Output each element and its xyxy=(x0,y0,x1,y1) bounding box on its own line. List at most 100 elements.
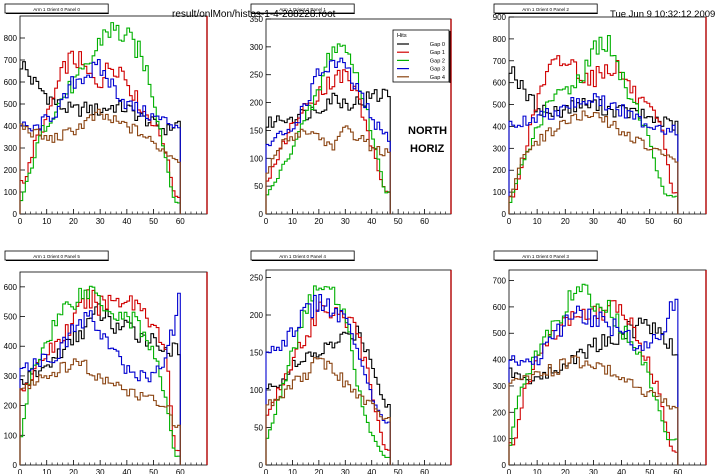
x-tick-label: 60 xyxy=(673,217,682,226)
histogram-panel-4: Arm 1 Orient 0 Panel 4 0 10 20 30 40 50 60 0 50 10… xyxy=(250,250,452,474)
y-tick-label: 200 xyxy=(493,166,507,175)
x-tick-label: 0 xyxy=(264,217,269,226)
x-tick-label: 20 xyxy=(561,217,570,226)
panel-title: Arm 1 Orient 0 Panel 5 xyxy=(33,254,80,259)
legend-entry-gap-0: Gap 0 xyxy=(430,42,445,48)
histogram-panel-3: Arm 1 Orient 0 Panel 50 10 20 30 40 50 6001002… xyxy=(4,250,208,474)
x-tick-label: 0 xyxy=(18,217,23,226)
series-gap-0 xyxy=(265,88,391,214)
y-tick-label: 500 xyxy=(4,100,18,109)
x-tick-label: 40 xyxy=(617,217,626,226)
y-tick-label: 0 xyxy=(502,461,507,470)
y-tick-label: 200 xyxy=(250,99,264,108)
series-gap-2 xyxy=(19,285,181,465)
plot-frame xyxy=(265,269,452,466)
y-tick-label: 250 xyxy=(250,71,264,80)
series-gap-2 xyxy=(508,35,679,214)
series-gap-3 xyxy=(19,59,181,214)
y-tick-label: 500 xyxy=(493,101,507,110)
y-tick-label: 100 xyxy=(250,154,264,163)
x-tick-label: 40 xyxy=(367,468,376,474)
x-tick-label: 60 xyxy=(176,217,185,226)
y-tick-label: 200 xyxy=(4,402,18,411)
series-gap-4 xyxy=(19,108,181,214)
panel-title: Arm 1 Orient 0 Panel 4 xyxy=(279,254,326,259)
series-gap-3 xyxy=(508,298,679,465)
y-tick-label: 100 xyxy=(4,188,18,197)
series-gap-4 xyxy=(19,358,181,465)
y-tick-label: 700 xyxy=(493,57,507,66)
histogram-panel-2: Arm 1 Orient 0 Panel 20 10 20 30 40 50 6001002… xyxy=(493,3,707,226)
x-tick-label: 60 xyxy=(420,468,429,474)
y-tick-label: 700 xyxy=(4,56,18,65)
legend-title: Hits xyxy=(397,33,407,39)
y-tick-label: 300 xyxy=(4,372,18,381)
y-tick-label: 150 xyxy=(250,349,264,358)
y-tick-label: 0 xyxy=(259,461,264,470)
series-gap-4 xyxy=(265,125,391,214)
x-tick-label: 40 xyxy=(617,468,626,474)
x-tick-label: 30 xyxy=(96,468,105,474)
series-gap-3 xyxy=(19,292,181,465)
x-tick-label: 20 xyxy=(69,217,78,226)
y-tick-label: 400 xyxy=(4,342,18,351)
x-tick-label: 10 xyxy=(288,217,297,226)
x-tick-label: 10 xyxy=(42,468,51,474)
y-tick-label: 600 xyxy=(4,283,18,292)
series-gap-3 xyxy=(265,294,391,465)
y-tick-label: 100 xyxy=(493,435,507,444)
y-tick-label: 100 xyxy=(493,188,507,197)
x-tick-label: 30 xyxy=(589,217,598,226)
y-tick-label: 400 xyxy=(493,356,507,365)
x-tick-label: 50 xyxy=(645,217,654,226)
y-tick-label: 300 xyxy=(4,144,18,153)
series-gap-0 xyxy=(508,317,679,465)
y-tick-label: 600 xyxy=(493,79,507,88)
histogram-panel-5: Arm 1 Orient 0 Panel 30 10 20 30 40 50 6001002… xyxy=(493,250,707,474)
y-tick-label: 200 xyxy=(250,311,264,320)
annotation-north: NORTH xyxy=(408,125,447,137)
timestamp-label: Tue Jun 9 10:32:12 2009 xyxy=(610,9,716,20)
legend-entry-gap-2: Gap 2 xyxy=(430,58,445,64)
series-gap-3 xyxy=(508,93,679,214)
series-gap-4 xyxy=(265,357,391,465)
x-tick-label: 60 xyxy=(420,217,429,226)
y-tick-label: 250 xyxy=(250,274,264,283)
series-gap-2 xyxy=(19,22,181,214)
x-tick-label: 40 xyxy=(367,217,376,226)
x-tick-label: 50 xyxy=(149,468,158,474)
panel-title: Arm 1 Orient 0 Panel 2 xyxy=(522,7,569,12)
series-gap-2 xyxy=(265,43,391,214)
histogram-panel-0: Arm 1 Orient 0 Panel 00 10 20 30 40 50 6001002… xyxy=(4,3,208,226)
x-tick-label: 20 xyxy=(69,468,78,474)
legend-entry-gap-4: Gap 4 xyxy=(430,75,445,81)
panel-title: Arm 1 Orient 0 Panel 3 xyxy=(522,254,569,259)
x-tick-label: 20 xyxy=(561,468,570,474)
series-gap-2 xyxy=(265,285,391,465)
x-tick-label: 30 xyxy=(589,468,598,474)
x-tick-label: 60 xyxy=(673,468,682,474)
y-tick-label: 600 xyxy=(4,78,18,87)
y-tick-label: 900 xyxy=(493,13,507,22)
y-tick-label: 100 xyxy=(4,431,18,440)
x-tick-label: 30 xyxy=(341,217,350,226)
x-tick-label: 0 xyxy=(507,217,512,226)
y-tick-label: 400 xyxy=(4,122,18,131)
y-tick-label: 400 xyxy=(493,122,507,131)
y-tick-label: 300 xyxy=(493,382,507,391)
series-gap-2 xyxy=(508,283,679,465)
panel-title: Arm 1 Orient 0 Panel 0 xyxy=(33,7,80,12)
y-tick-label: 50 xyxy=(254,424,263,433)
y-tick-label: 0 xyxy=(502,210,507,219)
x-tick-label: 50 xyxy=(645,468,654,474)
y-tick-label: 600 xyxy=(493,303,507,312)
y-tick-label: 0 xyxy=(13,461,18,470)
series-gap-4 xyxy=(508,355,679,465)
y-tick-label: 500 xyxy=(4,313,18,322)
x-tick-label: 50 xyxy=(394,468,403,474)
y-tick-label: 350 xyxy=(250,15,264,24)
y-tick-label: 200 xyxy=(493,408,507,417)
legend-box xyxy=(392,29,450,83)
x-tick-label: 60 xyxy=(176,468,185,474)
